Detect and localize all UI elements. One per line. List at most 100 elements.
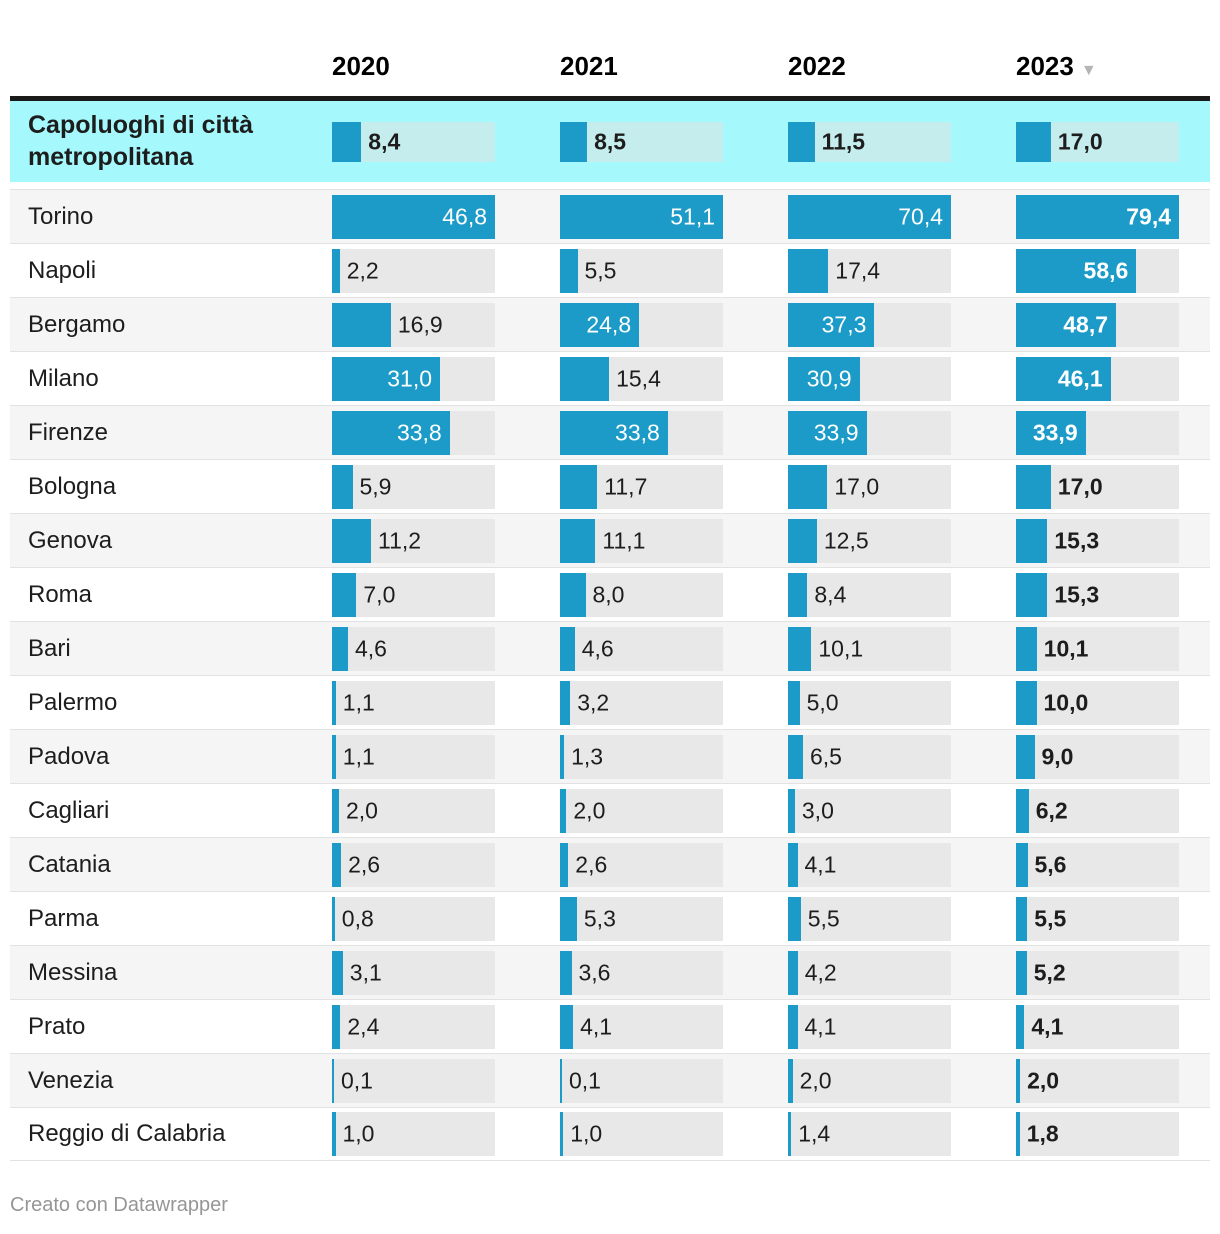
bar-value-label: 1,3 <box>571 743 604 769</box>
bar <box>560 896 577 941</box>
column-header-2023[interactable]: 2023 ▼ <box>1016 51 1210 82</box>
bar-cell: 8,0 <box>560 572 788 617</box>
bar-cell: 1,1 <box>332 734 560 779</box>
bar-value-label: 6,5 <box>810 743 842 769</box>
bar-cell: 48,7 <box>1016 302 1210 347</box>
bar-cell: 4,2 <box>788 950 1016 995</box>
bar-track: 5,0 <box>788 680 951 725</box>
bar-track: 1,0 <box>560 1112 723 1156</box>
bar-value-label: 15,3 <box>1054 527 1100 553</box>
bar <box>560 1058 562 1103</box>
bar <box>560 121 588 162</box>
bar <box>1016 680 1037 725</box>
bar-value-label: 11,2 <box>378 527 422 553</box>
bar-cell: 1,0 <box>560 1112 788 1156</box>
column-header-2022[interactable]: 2022 <box>788 51 846 81</box>
bar-track: 5,2 <box>1016 950 1179 995</box>
bar <box>788 572 808 617</box>
bar-cell: 0,1 <box>560 1058 788 1103</box>
bar <box>788 248 829 293</box>
bar-cell: 5,5 <box>788 896 1016 941</box>
bar-cell: 17,0 <box>1016 464 1210 509</box>
table-row: Genova 11,2 11,1 12,5 15,3 <box>10 513 1210 567</box>
bar-track: 70,4 <box>788 194 951 239</box>
bar-value-label: 70,4 <box>898 203 943 229</box>
bar-value-label: 4,1 <box>580 1013 613 1039</box>
bar <box>1016 1004 1025 1049</box>
bar <box>788 121 815 162</box>
bar-value-label: 33,8 <box>615 419 660 445</box>
bar-cell: 11,2 <box>332 518 560 563</box>
bar-cell: 24,8 <box>560 302 788 347</box>
bar <box>332 842 342 887</box>
bar-value-label: 11,1 <box>602 527 646 553</box>
bar-cell: 4,1 <box>788 842 1016 887</box>
bar-track: 37,3 <box>788 302 951 347</box>
datawrapper-credit[interactable]: Creato con Datawrapper <box>10 1194 228 1216</box>
bar <box>332 410 450 455</box>
bar-value-label: 33,9 <box>813 419 859 445</box>
bar <box>332 1058 334 1103</box>
bar-track: 58,6 <box>1016 248 1179 293</box>
bar-cell: 10,1 <box>1016 626 1210 671</box>
bar-cell: 33,8 <box>560 410 788 455</box>
table-row: Bari 4,6 4,6 10,1 10,1 <box>10 621 1210 675</box>
bar-value-label: 9,0 <box>1041 743 1074 769</box>
table-row: Reggio di Calabria 1,0 1,0 1,4 1,8 <box>10 1107 1210 1161</box>
row-label: Bergamo <box>28 310 126 338</box>
bar-track: 51,1 <box>560 194 723 239</box>
bar <box>1016 842 1028 887</box>
bar-track: 5,5 <box>788 896 951 941</box>
bar-cell: 46,8 <box>332 194 560 239</box>
bar-track: 5,9 <box>332 464 495 509</box>
bar-cell: 33,9 <box>1016 410 1210 455</box>
bar-cell: 5,5 <box>560 248 788 293</box>
bar-track: 4,6 <box>560 626 723 671</box>
bar-value-label: 8,4 <box>814 581 847 607</box>
bar-cell: 5,6 <box>1016 842 1210 887</box>
bar <box>788 1112 792 1156</box>
bar-cell: 33,8 <box>332 410 560 455</box>
bar-cell: 31,0 <box>332 356 560 401</box>
bar-track: 2,6 <box>560 842 723 887</box>
bar-value-label: 0,1 <box>341 1067 373 1093</box>
column-header-2020[interactable]: 2020 <box>332 51 390 81</box>
row-label: Bologna <box>28 472 117 500</box>
bar-cell: 6,2 <box>1016 788 1210 833</box>
bar-value-label: 0,8 <box>341 905 374 931</box>
bar-value-label: 2,6 <box>575 851 608 877</box>
bar-track: 79,4 <box>1016 194 1179 239</box>
bar <box>560 572 586 617</box>
column-header-2021[interactable]: 2021 <box>560 51 618 81</box>
bar-track: 6,2 <box>1016 788 1179 833</box>
bar-track: 4,1 <box>788 842 951 887</box>
bar <box>788 896 801 941</box>
bar-value-label: 5,2 <box>1033 959 1066 985</box>
bar-cell: 51,1 <box>560 194 788 239</box>
bar-cell: 17,0 <box>1016 121 1210 162</box>
bar <box>332 121 362 162</box>
bar <box>788 518 817 563</box>
bar-cell: 33,9 <box>788 410 1016 455</box>
bar-value-label: 24,8 <box>586 311 632 337</box>
bar-value-label: 1,1 <box>342 743 375 769</box>
bar-value-label: 2,0 <box>1027 1067 1060 1093</box>
bar-track: 10,1 <box>788 626 951 671</box>
bar-value-label: 30,9 <box>806 365 852 391</box>
bar <box>560 788 567 833</box>
bar-cell: 2,0 <box>332 788 560 833</box>
bar <box>560 356 610 401</box>
bar-track: 33,9 <box>788 410 951 455</box>
bar-track: 4,6 <box>332 626 495 671</box>
bar <box>332 518 371 563</box>
bar-value-label: 48,7 <box>1063 311 1108 337</box>
bar <box>788 842 798 887</box>
bar <box>332 896 335 941</box>
bar <box>560 842 569 887</box>
bar <box>560 1112 564 1156</box>
bar-value-label: 2,0 <box>346 797 378 823</box>
bar-value-label: 51,1 <box>670 203 715 229</box>
bar-value-label: 10,1 <box>1043 635 1089 661</box>
table-body: Capoluoghi di città metropolitana 8,4 8,5 1… <box>10 101 1210 1161</box>
bar <box>332 194 495 239</box>
